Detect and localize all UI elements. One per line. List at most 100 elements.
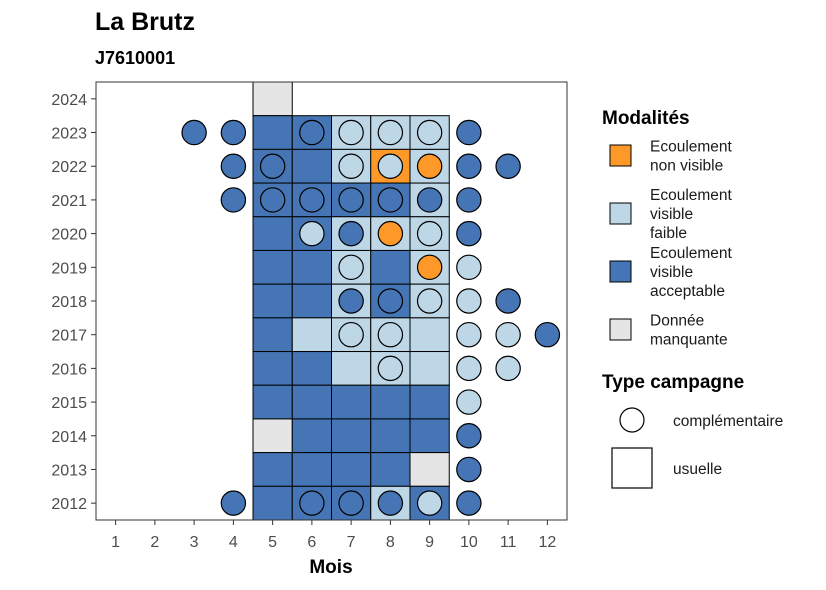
- point-2017-10: [456, 321, 482, 348]
- point-2021-5: [259, 187, 286, 213]
- y-tick-label-2021: 2021: [51, 193, 87, 210]
- point-2019-9: [416, 254, 443, 281]
- point-2019-7: [338, 254, 364, 281]
- x-axis-title: Mois: [309, 557, 352, 578]
- tile-2024-5: [252, 81, 293, 117]
- point-2018-11: [495, 288, 521, 314]
- point-2020-8: [377, 220, 404, 247]
- point-2016-10: [456, 355, 482, 382]
- tile-2015-6: [291, 384, 332, 420]
- tile-2013-9: [409, 452, 450, 487]
- tile-2016-6: [291, 351, 332, 386]
- legend-campagne-label-square: usuelle: [673, 461, 722, 478]
- y-tick-label-2017: 2017: [51, 328, 87, 345]
- point-2016-8: [377, 355, 404, 382]
- tile-2013-8: [370, 452, 411, 487]
- tile-2014-9: [409, 418, 450, 454]
- tile-2019-6: [291, 249, 332, 285]
- legend-modalites: Ecoulement non visible Ecoulement visible fa…: [609, 139, 733, 349]
- point-2021-8: [377, 187, 404, 213]
- y-tick-label-2014: 2014: [51, 429, 87, 446]
- legend: Modalités Ecoulement non visibleEcoulemen…: [602, 108, 783, 489]
- point-2015-10: [456, 389, 482, 415]
- y-tick-label-2020: 2020: [51, 227, 87, 244]
- x-tick-label-6: 6: [307, 534, 316, 551]
- x-tick-label-2: 2: [150, 534, 159, 551]
- tile-2023-5: [252, 115, 293, 150]
- point-2022-7: [338, 153, 364, 179]
- point-2017-8: [377, 321, 404, 348]
- point-2022-4: [220, 153, 247, 179]
- x-tick-label-1: 1: [111, 534, 120, 551]
- point-2018-9: [416, 288, 443, 314]
- x-tick-label-8: 8: [386, 534, 395, 551]
- point-2023-10: [456, 119, 482, 146]
- point-2023-9: [416, 119, 443, 146]
- tile-2018-6: [291, 283, 332, 319]
- legend-campagne-label-circle: complémentaire: [673, 413, 783, 430]
- legend-campagne-circle: [619, 407, 645, 433]
- tile-2016-9: [409, 351, 450, 386]
- point-2020-9: [416, 220, 443, 247]
- point-2019-10: [456, 254, 482, 281]
- tile-2014-8: [370, 418, 411, 454]
- point-2012-9: [416, 490, 443, 516]
- tile-2015-7: [331, 384, 372, 420]
- legend-campagnes: complémentaire usuelle: [611, 407, 783, 489]
- chart-subtitle: J7610001: [95, 48, 175, 68]
- point-2014-10: [456, 423, 482, 449]
- x-tick-label-9: 9: [425, 534, 434, 551]
- y-tick-label-2016: 2016: [51, 361, 87, 378]
- tile-2014-6: [291, 418, 332, 454]
- legend-label-faible: Ecoulement visible faible: [650, 187, 733, 242]
- y-tick-label-2012: 2012: [51, 496, 87, 513]
- point-2021-6: [299, 187, 325, 213]
- legend-key-non_visible: [609, 144, 632, 167]
- point-2012-7: [338, 490, 364, 516]
- point-2016-11: [495, 355, 521, 382]
- y-tick-label-2013: 2013: [51, 462, 87, 479]
- y-tick-label-2024: 2024: [51, 92, 87, 109]
- tile-2020-5: [252, 216, 293, 251]
- point-2018-8: [377, 288, 404, 314]
- legend-campagne-square: [611, 447, 653, 489]
- tile-2016-5: [252, 351, 293, 386]
- point-2012-6: [299, 490, 325, 516]
- legend-label-acceptable: Ecoulement visible acceptable: [650, 245, 733, 300]
- point-2012-8: [377, 490, 404, 516]
- legend-label-manquante: Donnée manquante: [650, 313, 728, 349]
- tile-2015-9: [409, 384, 450, 420]
- x-tick-label-12: 12: [538, 534, 556, 551]
- tile-2017-6: [291, 317, 332, 353]
- point-2023-7: [338, 119, 364, 146]
- point-2022-8: [377, 153, 404, 179]
- point-2022-11: [495, 153, 521, 179]
- point-2012-10: [456, 490, 482, 516]
- legend-campagne-title: Type campagne: [602, 372, 744, 393]
- tile-2012-5: [252, 485, 293, 521]
- chart-title: La Brutz: [95, 8, 195, 36]
- tile-2022-6: [291, 148, 332, 184]
- tile-2019-8: [370, 249, 411, 285]
- point-2022-5: [259, 153, 286, 179]
- point-2020-6: [299, 220, 325, 247]
- tile-2014-5: [252, 418, 293, 454]
- x-tick-label-7: 7: [347, 534, 356, 551]
- point-2023-6: [299, 119, 325, 146]
- point-2017-12: [534, 321, 561, 348]
- point-2021-7: [338, 187, 364, 213]
- tile-2013-5: [252, 452, 293, 487]
- legend-key-faible: [609, 202, 632, 225]
- point-2012-4: [220, 490, 247, 516]
- y-tick-label-2022: 2022: [51, 159, 87, 176]
- point-2022-9: [416, 153, 443, 179]
- x-tick-label-10: 10: [460, 534, 478, 551]
- x-tick-label-11: 11: [500, 534, 517, 551]
- point-2017-11: [495, 321, 521, 348]
- point-2013-10: [456, 456, 482, 483]
- y-tick-label-2015: 2015: [51, 395, 87, 412]
- y-tick-label-2019: 2019: [51, 260, 87, 277]
- axes: 1 2 3 4 5 6 7 8 9 10 11 122012201320142015201620172…: [51, 92, 556, 551]
- tile-2018-5: [252, 283, 293, 319]
